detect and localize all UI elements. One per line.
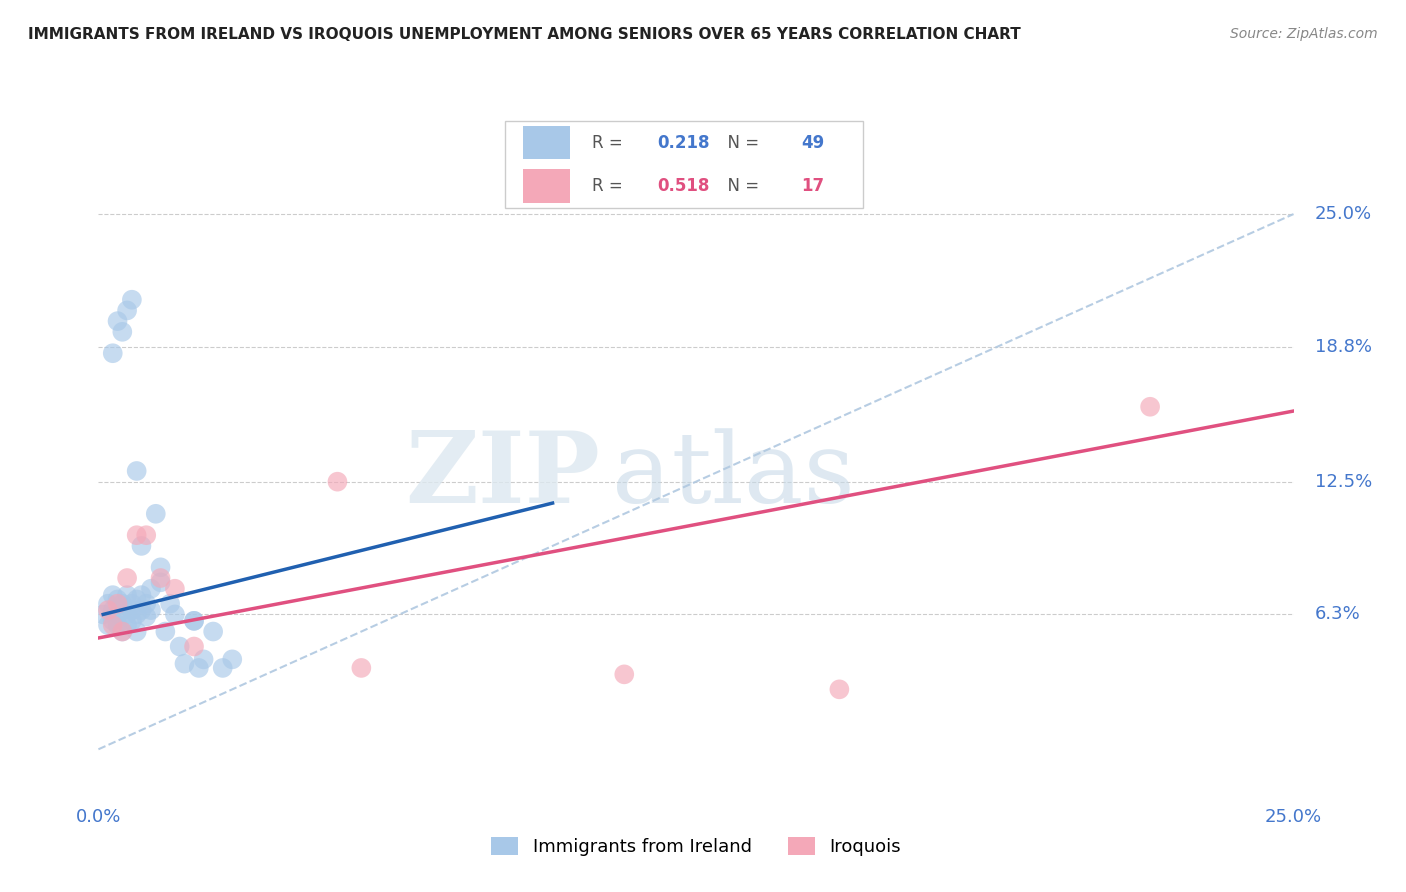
Point [107, 314, 129, 328]
Point [115, 571, 138, 585]
FancyBboxPatch shape [523, 169, 571, 202]
Point [101, 588, 124, 602]
Text: IMMIGRANTS FROM IRELAND VS IROQUOIS UNEMPLOYMENT AMONG SENIORS OVER 65 YEARS COR: IMMIGRANTS FROM IRELAND VS IROQUOIS UNEM… [28, 27, 1021, 42]
Point [97, 597, 120, 611]
Text: 17: 17 [801, 178, 824, 195]
Point [828, 682, 851, 697]
Point [131, 603, 153, 617]
Point [107, 607, 129, 622]
Text: 25.0%: 25.0% [1315, 205, 1372, 223]
Point [115, 618, 138, 632]
Text: ZIP: ZIP [405, 427, 600, 524]
Point [139, 582, 162, 596]
Point [350, 661, 373, 675]
Point [135, 528, 157, 542]
Legend: Immigrants from Ireland, Iroquois: Immigrants from Ireland, Iroquois [484, 830, 908, 863]
Point [107, 592, 129, 607]
Point [131, 588, 153, 602]
Point [173, 657, 195, 671]
Point [125, 464, 148, 478]
Point [121, 597, 143, 611]
Point [613, 667, 636, 681]
Point [326, 475, 349, 489]
Point [111, 624, 134, 639]
Text: 0.518: 0.518 [658, 178, 710, 195]
Point [121, 603, 143, 617]
Point [131, 539, 153, 553]
Point [125, 607, 148, 622]
Point [125, 528, 148, 542]
Point [97, 603, 120, 617]
Point [202, 624, 225, 639]
Point [115, 588, 138, 602]
Point [159, 597, 181, 611]
Point [101, 614, 124, 628]
Point [121, 614, 143, 628]
Point [1139, 400, 1161, 414]
Point [135, 597, 157, 611]
Point [101, 603, 124, 617]
Point [139, 603, 162, 617]
Point [107, 618, 129, 632]
Text: 6.3%: 6.3% [1315, 606, 1361, 624]
Point [125, 624, 148, 639]
Point [183, 614, 205, 628]
Text: N =: N = [717, 134, 765, 152]
Point [97, 618, 120, 632]
Text: N =: N = [717, 178, 765, 195]
Point [193, 652, 215, 666]
Point [115, 607, 138, 622]
Point [111, 624, 134, 639]
Point [111, 603, 134, 617]
Point [149, 575, 172, 590]
Point [115, 303, 138, 318]
Point [107, 597, 129, 611]
Point [163, 607, 186, 622]
Text: atlas: atlas [612, 428, 855, 524]
Point [101, 618, 124, 632]
Point [169, 640, 191, 654]
Text: R =: R = [592, 178, 628, 195]
Point [135, 609, 157, 624]
Point [163, 582, 186, 596]
Point [183, 614, 205, 628]
Point [125, 592, 148, 607]
Point [121, 293, 143, 307]
Point [149, 571, 172, 585]
Point [145, 507, 167, 521]
Point [183, 640, 205, 654]
Point [187, 661, 209, 675]
FancyBboxPatch shape [523, 126, 571, 160]
Point [111, 597, 134, 611]
Point [155, 624, 177, 639]
Point [221, 652, 243, 666]
Text: 0.218: 0.218 [658, 134, 710, 152]
Text: Source: ZipAtlas.com: Source: ZipAtlas.com [1230, 27, 1378, 41]
Point [149, 560, 172, 574]
Text: 18.8%: 18.8% [1315, 338, 1372, 356]
Point [211, 661, 233, 675]
Point [101, 346, 124, 360]
FancyBboxPatch shape [505, 121, 863, 208]
Point [91, 607, 114, 622]
Text: 49: 49 [801, 134, 824, 152]
Text: 12.5%: 12.5% [1315, 473, 1372, 491]
Point [111, 325, 134, 339]
Text: R =: R = [592, 134, 628, 152]
